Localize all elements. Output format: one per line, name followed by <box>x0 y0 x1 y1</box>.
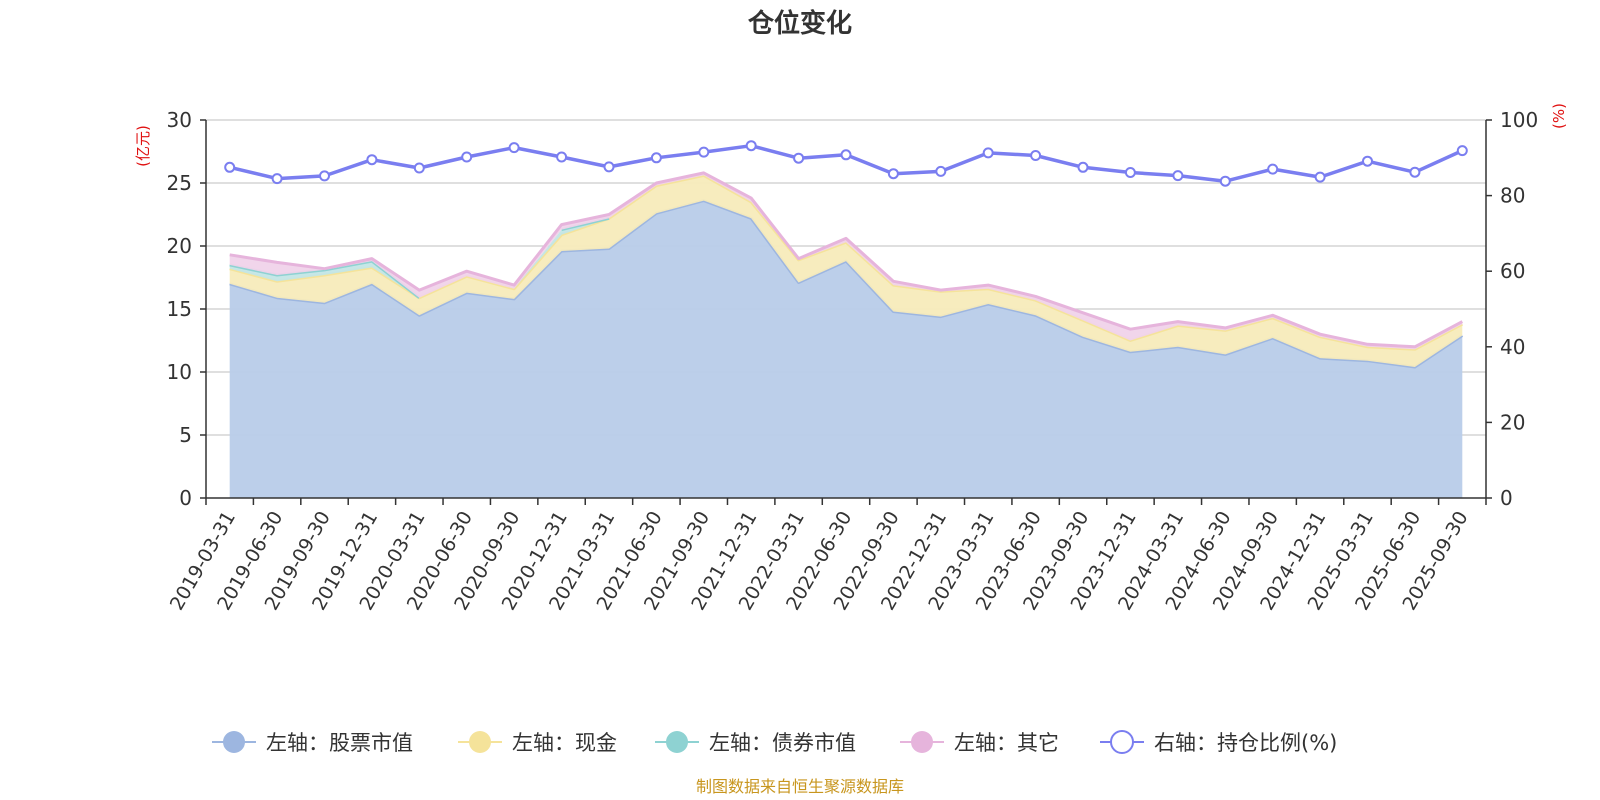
ratio-point <box>793 152 805 164</box>
chart-title: 仓位变化 <box>747 8 852 39</box>
left-axis-tick-label: 0 <box>179 486 192 510</box>
right-axis-tick-label: 40 <box>1500 335 1525 359</box>
ratio-point <box>603 161 615 173</box>
ratio-point <box>366 154 378 166</box>
right-axis-unit: (%) <box>1550 103 1568 129</box>
right-axis-tick-label: 60 <box>1500 259 1525 283</box>
legend-marker-3 <box>911 731 933 753</box>
left-axis-tick-label: 20 <box>167 234 192 258</box>
ratio-point <box>556 151 568 163</box>
ratio-point <box>1219 175 1231 187</box>
legend-label-2: 左轴：债券市值 <box>709 731 856 755</box>
ratio-point <box>1077 161 1089 173</box>
stacked-areas <box>229 171 1464 498</box>
ratio-point <box>508 142 520 154</box>
right-axis-tick-label: 100 <box>1500 108 1538 132</box>
area-line-series-3 <box>229 171 1464 349</box>
left-axis-tick-label: 30 <box>167 108 192 132</box>
left-axis-tick-label: 25 <box>167 171 192 195</box>
ratio-point <box>1409 166 1421 178</box>
right-axis-tick-label: 80 <box>1500 184 1525 208</box>
ratio-point <box>271 173 283 185</box>
legend: 左轴：股票市值 左轴：现金 左轴：债券市值 左轴：其它 右轴：持仓比例(%) <box>212 730 1337 755</box>
legend-marker-4 <box>1110 730 1134 754</box>
right-axis-tick-label: 20 <box>1500 410 1525 434</box>
ratio-point <box>840 149 852 161</box>
ratio-point <box>982 147 994 159</box>
ratio-point <box>461 151 473 163</box>
ratio-point <box>698 146 710 158</box>
ratio-point <box>224 161 236 173</box>
legend-label-1: 左轴：现金 <box>512 731 617 755</box>
legend-label-4: 右轴：持仓比例(%) <box>1154 731 1337 755</box>
legend-marker-1 <box>469 731 491 753</box>
ratio-point <box>319 170 330 182</box>
ratio-point <box>1456 145 1468 157</box>
ratio-point <box>745 140 757 152</box>
legend-marker-2 <box>666 731 688 753</box>
left-axis-unit: (亿元) <box>134 125 152 167</box>
left-axis-tick-label: 15 <box>167 297 192 321</box>
area-series-1 <box>229 175 1463 367</box>
ratio-point <box>1030 150 1042 161</box>
ratio-point <box>1124 167 1136 178</box>
left-axis-tick-label: 5 <box>179 423 192 447</box>
ratio-point <box>413 162 425 174</box>
ratio-point <box>887 168 899 180</box>
ratio-point <box>1314 171 1326 183</box>
holding-ratio-line <box>224 140 1468 187</box>
left-axis-tick-label: 10 <box>167 360 192 384</box>
legend-label-0: 左轴：股票市值 <box>266 731 413 755</box>
legend-marker-0 <box>223 731 245 753</box>
ratio-point <box>1172 170 1184 182</box>
ratio-point <box>650 152 662 164</box>
ratio-point <box>1362 155 1373 167</box>
source-note: 制图数据来自恒生聚源数据库 <box>696 777 904 796</box>
ratio-point <box>935 165 947 177</box>
right-axis-tick-label: 0 <box>1500 486 1513 510</box>
legend-label-3: 左轴：其它 <box>954 731 1059 755</box>
ratio-point <box>1267 163 1279 175</box>
